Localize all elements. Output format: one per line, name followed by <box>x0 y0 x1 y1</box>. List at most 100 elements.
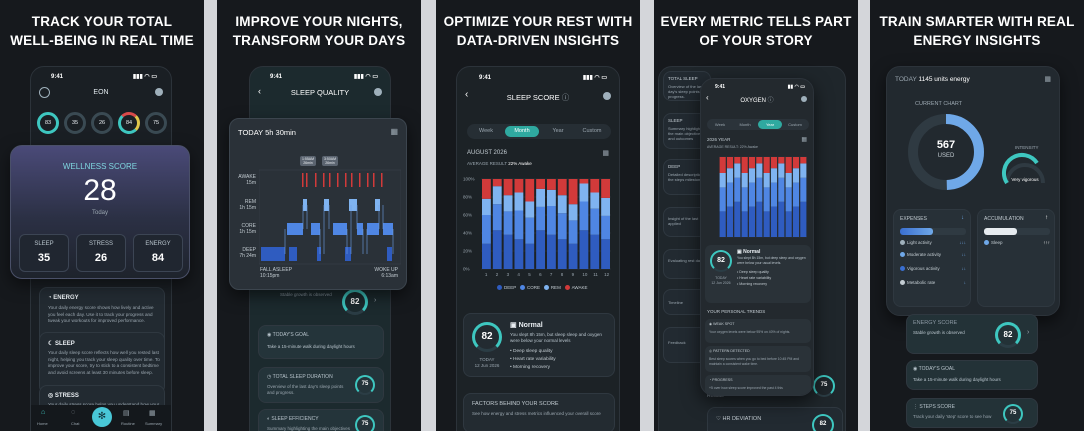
profile-icon[interactable] <box>155 88 163 96</box>
bar-segment <box>547 206 556 235</box>
card-text: Evaluating rest data <box>668 258 704 263</box>
calendar-icon[interactable]: ▦ <box>1044 76 1051 83</box>
bar-segment <box>770 168 778 183</box>
hr-deviation-card[interactable]: ♡ HR DEVIATION 82 <box>707 407 843 431</box>
accumulation-card[interactable]: ACCUMULATION ↑ Sleep ↑↑↑ <box>977 209 1055 307</box>
bar-segment-awake <box>525 179 535 202</box>
bar-segment <box>792 182 800 207</box>
tab-month[interactable]: Month <box>739 122 751 127</box>
card-value: 75 <box>361 421 369 427</box>
trend-weak-spot[interactable]: ◉ WEAK SPOT Your oxygen levels were belo… <box>705 319 811 343</box>
energy-stat[interactable]: ENERGY 84 <box>133 234 183 272</box>
pattern-icon: ◎ <box>709 349 714 353</box>
ring-score-3[interactable] <box>91 112 113 134</box>
wellness-value: 28 <box>83 174 117 207</box>
trend-pattern[interactable]: ◎ PATTERN DETECTED Best sleep scores whe… <box>705 346 811 372</box>
accumulation-title: ACCUMULATION <box>984 216 1024 222</box>
tab-custom[interactable]: Custom <box>788 122 802 127</box>
tab-year[interactable]: Year <box>552 128 564 134</box>
heart-icon: ♡ <box>716 416 723 422</box>
tab-week[interactable]: Week <box>714 122 726 127</box>
trend-progress[interactable]: ◔ PROGRESS +5 over how sleep score impro… <box>705 375 811 395</box>
bar-segment <box>800 201 807 237</box>
nav-label-home[interactable]: Home <box>37 421 48 426</box>
card-text: Summary highlighting the main objectives <box>267 426 351 431</box>
sleep-efficiency-card[interactable]: ◐ SLEEP EFFICIENCY Summary highlighting … <box>258 409 384 431</box>
info-icon[interactable]: ⓘ <box>767 98 774 104</box>
info-icon[interactable]: ⓘ <box>561 93 570 102</box>
nav-label-chat[interactable]: Chat <box>71 421 80 426</box>
stress-stat[interactable]: STRESS 26 <box>76 234 126 272</box>
summary-icon[interactable]: ▦ <box>149 410 156 417</box>
ring-score-5[interactable] <box>145 112 167 134</box>
side-value: 75 <box>820 382 828 388</box>
bar-segment <box>734 201 741 237</box>
bar-segment <box>763 173 770 188</box>
profile-icon[interactable] <box>374 88 382 96</box>
card-text: Your daily sleep score reflects how well… <box>48 350 160 375</box>
nav-label-routine[interactable]: Routine <box>121 421 135 426</box>
bar-segment-awake <box>726 157 734 169</box>
stage-core-label: CORE 1h 15m <box>239 223 256 235</box>
avg-value: 22% Awake <box>508 161 532 166</box>
factors-title: FACTORS BEHIND YOUR SCORE <box>472 401 559 407</box>
tab-year[interactable]: Year <box>758 120 782 129</box>
chevron-right-icon[interactable]: › <box>1027 329 1030 336</box>
back-icon[interactable]: ‹ <box>258 86 261 96</box>
wellness-score-card[interactable]: WELLNESS SCORE 28 Today SLEEP 35 STRESS … <box>10 145 190 279</box>
chat-icon[interactable]: ◌ <box>71 409 76 416</box>
phone-screen-oxygen: 9:41 ▮▮ ◠ ▭ ‹ OXYGEN ⓘ Week Month Year C… <box>700 78 814 396</box>
bar-segment-awake <box>741 157 748 173</box>
bar-segment-awake <box>492 179 502 187</box>
back-icon[interactable]: ‹ <box>706 93 709 102</box>
tab-week[interactable]: Week <box>479 128 493 134</box>
total-sleep-card[interactable]: ◷ TOTAL SLEEP DURATION Overview of the l… <box>258 367 384 403</box>
card-text: Your daily stress score helps you unders… <box>48 402 159 407</box>
bar-segment <box>785 173 792 188</box>
score-summary-card[interactable]: 82 TODAY 12 Jun 2026 ▣ Normal You slept 8… <box>463 313 615 377</box>
calendar-icon[interactable]: ▦ <box>390 127 398 136</box>
bar-segment <box>800 177 807 202</box>
chevron-right-icon[interactable]: › <box>374 297 377 304</box>
x-tick-label: 11 <box>593 272 598 277</box>
calendar-icon[interactable]: ▦ <box>602 150 609 157</box>
panel-heading: OPTIMIZE YOUR REST WITH DATA-DRIVEN INSI… <box>443 14 633 48</box>
panel-optimize-rest: OPTIMIZE YOUR REST WITH DATA-DRIVEN INSI… <box>436 0 640 431</box>
expenses-card[interactable]: EXPENSES ↓ Light activity ↓↓↓ Moderate ac… <box>893 209 971 307</box>
side-ring[interactable] <box>813 375 835 397</box>
bar-segment-awake <box>800 157 807 164</box>
score-ring[interactable] <box>342 289 368 315</box>
bar-segment <box>492 230 502 269</box>
ring-score-1[interactable] <box>37 112 59 134</box>
hypnogram-card[interactable]: TODAY 5h 30min ▦ 1:55AM 26min 3:50AM 26m… <box>229 118 407 290</box>
profile-icon[interactable] <box>603 92 611 100</box>
card-value: 75 <box>361 381 369 387</box>
card-value: 75 <box>1009 410 1017 416</box>
goal-card[interactable]: ◉ TODAY'S GOAL Take a 15-minute walk dur… <box>906 360 1038 390</box>
routine-icon[interactable]: ▤ <box>123 410 130 417</box>
card-title: SLEEP <box>55 341 75 347</box>
oxygen-score-card[interactable]: 82 TODAY 12 Jun 2026 ▣ Normal You slept 8… <box>705 245 811 303</box>
center-action-icon[interactable]: ✻ <box>92 407 112 427</box>
ring-score-4[interactable] <box>118 112 140 134</box>
calendar-icon[interactable]: ▦ <box>801 137 807 143</box>
sleep-info-card[interactable]: ☾ SLEEP Your daily sleep score reflects … <box>39 332 165 394</box>
sleep-stat[interactable]: SLEEP 35 <box>19 234 69 272</box>
legend-deep: DEEP <box>497 285 516 291</box>
goal-card[interactable]: ◉ TODAY'S GOAL Take a 15-minute walk dur… <box>258 325 384 359</box>
status-icons: ▮▮ ◠ ▭ <box>787 84 805 90</box>
steps-card[interactable]: ⋮ STEPS SCORE Track your daily 'step' sc… <box>906 398 1038 428</box>
profile-icon[interactable] <box>801 96 807 102</box>
home-icon[interactable]: ⌂ <box>41 409 46 416</box>
tab-month[interactable]: Month <box>505 126 539 137</box>
tab-custom[interactable]: Custom <box>582 128 602 134</box>
ring-score-2[interactable] <box>64 112 86 134</box>
menu-icon[interactable] <box>39 87 50 98</box>
energy-score-card[interactable]: ENERGY SCORE Stable growth is observed 8… <box>906 314 1038 354</box>
score-date: TODAY 12 Jun 2026 <box>474 357 500 368</box>
expenses-list: Light activity ↓↓↓ Moderate activity ↓↓ Vi… <box>900 240 966 290</box>
app-title: EON <box>93 89 109 96</box>
back-icon[interactable]: ‹ <box>465 89 469 100</box>
nav-label-summary[interactable]: Summary <box>145 421 163 426</box>
factors-card[interactable]: FACTORS BEHIND YOUR SCORE See how energy… <box>463 393 615 431</box>
